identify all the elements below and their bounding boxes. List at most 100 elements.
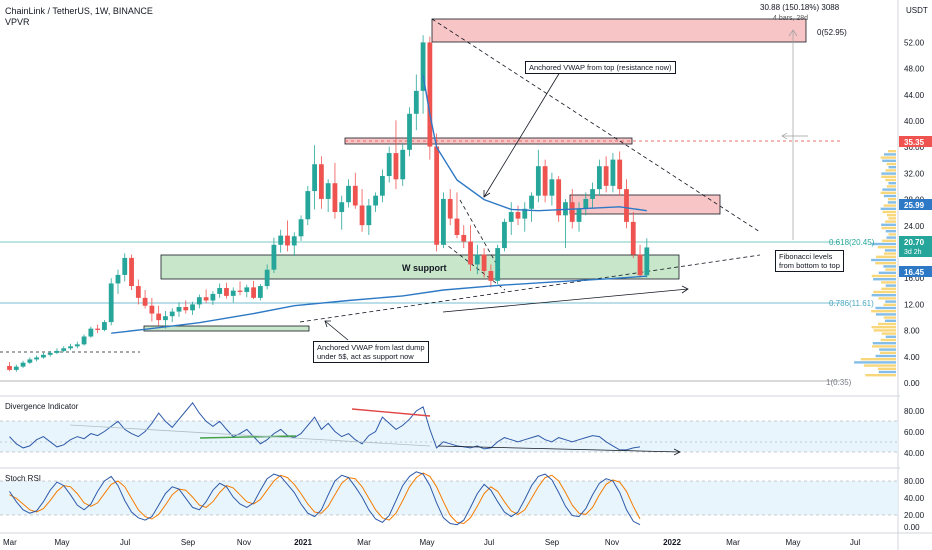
candle-body (47, 352, 53, 355)
candle-body (481, 254, 487, 271)
price-tick-label: 12.00 (904, 300, 925, 309)
volume-profile-bar (871, 258, 896, 262)
w-support-label: W support (402, 263, 447, 273)
candle-body (630, 221, 636, 255)
vwap-bottom-pointer (324, 320, 349, 341)
candle-body (441, 198, 446, 245)
candle-body (373, 195, 379, 206)
volume-profile-bar (878, 370, 896, 374)
vwap-top-pointer-head (483, 190, 491, 198)
volume-profile-bar (885, 169, 896, 172)
volume-profile-bar (886, 185, 896, 188)
candle-body (74, 344, 80, 347)
volume-profile-bar (878, 297, 896, 300)
measure-readout: 30.88 (150.18%) 3088 (760, 3, 840, 12)
tag-current: 20.70 (904, 238, 925, 247)
volume-profile-bar (881, 281, 896, 284)
top-resistance-zone (431, 18, 807, 43)
candle-body (447, 198, 453, 219)
volume-profile-bar (871, 242, 896, 246)
volume-profile-bar (883, 204, 896, 207)
stoch-tick-20: 20.00 (904, 511, 925, 520)
volume-profile-bar (875, 306, 896, 310)
candle-body (142, 297, 148, 306)
stoch-k-line (9, 471, 641, 526)
candle-body (257, 286, 263, 298)
candle-body (54, 350, 60, 353)
candle-body (366, 205, 372, 226)
candle-body (637, 254, 643, 276)
time-tick-label: Jul (120, 538, 130, 547)
volume-profile-bar (875, 354, 896, 358)
measure-arrow-head (788, 29, 798, 37)
candle-body (583, 198, 589, 209)
volume-profile-bar (882, 239, 896, 242)
tag-countdown: 3d 2h (904, 249, 922, 256)
divergence-title: Divergence Indicator (5, 402, 79, 411)
candle-body (264, 269, 270, 287)
volume-profile-bar (882, 188, 896, 191)
bullish-divergence-line (199, 435, 297, 439)
volume-profile-bars (854, 150, 896, 377)
time-tick-label: Jul (484, 538, 494, 547)
volume-profile-bar (872, 342, 896, 345)
descending-trendline (431, 18, 761, 233)
candle-body (454, 218, 460, 235)
candle-body (13, 366, 19, 370)
volume-profile-bar (871, 326, 896, 329)
candle-body (20, 362, 26, 367)
vwap-top-note: Anchored VWAP from top (resistance now) (525, 61, 676, 74)
candle-body (7, 365, 12, 370)
candle-body (312, 164, 317, 192)
candle-body (176, 307, 182, 312)
projection-arrow-line (442, 288, 689, 313)
candle-body (129, 257, 134, 287)
candle-body (122, 257, 128, 275)
candle-body (163, 316, 168, 321)
stoch-title: Stoch RSI (5, 474, 41, 483)
price-tick-label: 4.00 (904, 353, 920, 362)
candle-body (617, 159, 623, 190)
candle-body (461, 234, 467, 242)
vwap-bottom-note: Anchored VWAP from last dump under 5$, a… (313, 341, 429, 363)
stoch-tick-40: 40.00 (904, 494, 925, 503)
chart-title: ChainLink / TetherUS, 1W, BINANCE (5, 6, 153, 16)
candle-body (576, 208, 582, 222)
volume-profile-bar (886, 214, 896, 217)
candle-body (102, 322, 107, 330)
divergence-band (0, 421, 898, 452)
vwap-bottom-pointer-head (324, 320, 331, 328)
vpvr-label: VPVR (5, 17, 30, 27)
price-candles (7, 35, 650, 372)
w-support-zone (160, 254, 680, 280)
candle-body (508, 212, 514, 222)
chart-overlays (0, 18, 840, 382)
vwap-from-last-dump-line (111, 275, 647, 334)
stoch-tick-80: 80.00 (904, 477, 925, 486)
candle-body (590, 189, 595, 199)
volume-profile-bar (881, 175, 896, 178)
volume-profile-bar (873, 290, 896, 294)
candle-body (529, 195, 534, 209)
candle-body (515, 212, 521, 219)
volume-profile-bar (873, 329, 896, 332)
candle-body (610, 159, 616, 186)
measure-bars: 4 bars, 28d (773, 15, 809, 22)
volume-profile-bar (878, 322, 896, 326)
candle-body (542, 166, 548, 196)
div-tick-40: 40.00 (904, 449, 925, 458)
volume-profile-bar (882, 159, 896, 162)
low-support-zone (143, 325, 310, 332)
tag-vwap-bottom: 16.45 (904, 268, 925, 277)
time-tick-label: Sep (181, 538, 196, 547)
volume-profile-bar (880, 338, 896, 342)
vwap-top-pointer (483, 71, 561, 198)
candle-body (61, 348, 67, 351)
candle-body (603, 166, 609, 186)
volume-profile-bar (860, 358, 896, 361)
time-tick-label: Mar (3, 538, 17, 547)
divergence-indicator-line (9, 401, 641, 451)
candle-body (81, 336, 87, 345)
volume-profile-bar (888, 182, 896, 185)
volume-profile-bar (885, 284, 896, 287)
